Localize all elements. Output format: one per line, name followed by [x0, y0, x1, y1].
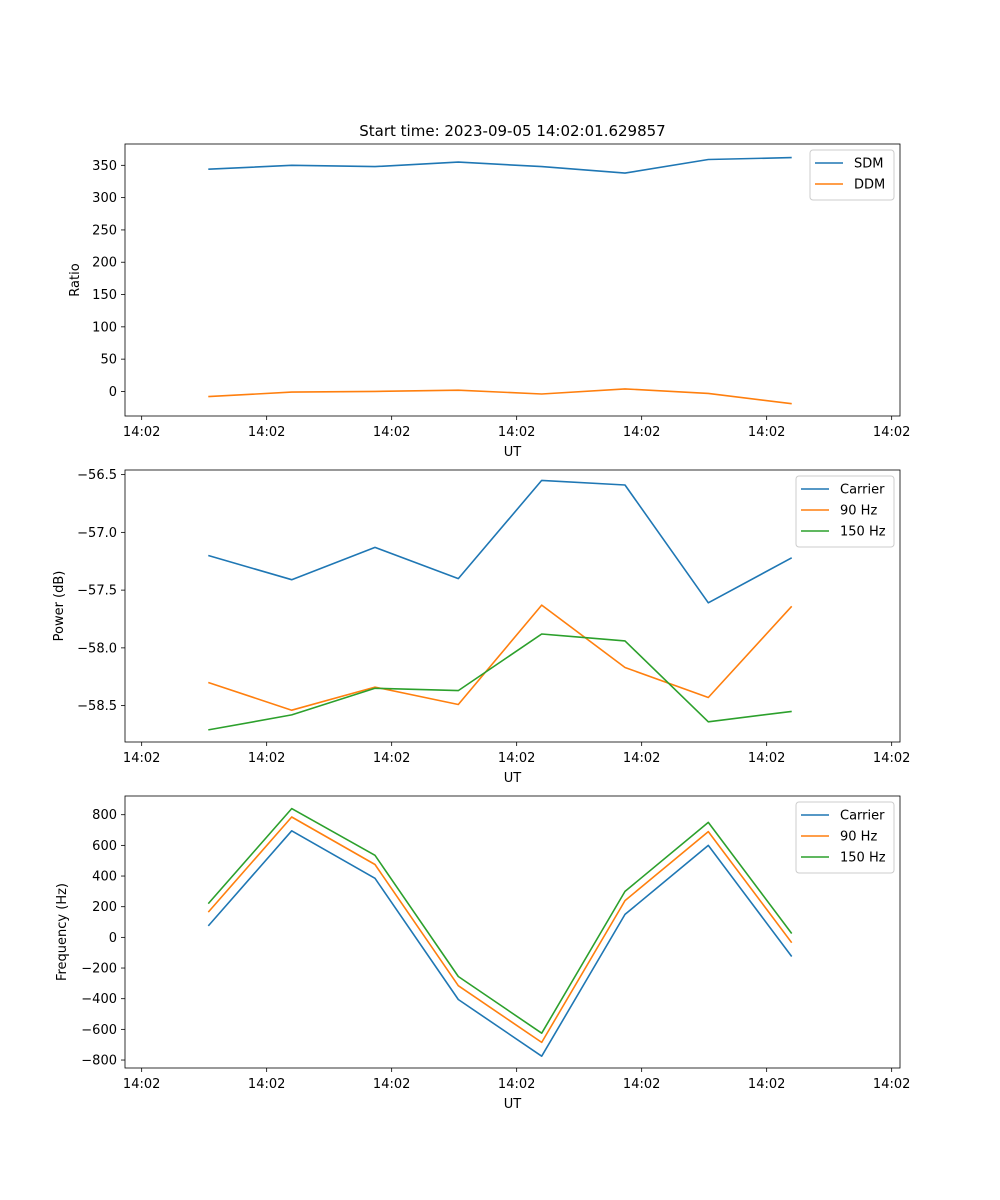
- x-tick-label: 14:02: [248, 1077, 285, 1092]
- legend-label-90-hz: 90 Hz: [840, 504, 877, 519]
- y-tick-label: −200: [81, 962, 117, 977]
- legend-frame: [795, 475, 895, 548]
- x-tick-label: 14:02: [873, 751, 910, 766]
- x-tick-label: 14:02: [373, 425, 410, 440]
- y-tick-label: 100: [92, 320, 117, 335]
- x-tick-label: 14:02: [498, 425, 535, 440]
- panel-power: 14:02 14:02 14:02 14:02 14:02 14:02 14:02 −58.5…: [52, 468, 910, 786]
- x-tick-label: 14:02: [748, 425, 785, 440]
- legend: Carrier 90 Hz 150 Hz: [795, 475, 895, 548]
- y-tick-label: 800: [92, 808, 117, 823]
- y-axis-label: Power (dB): [52, 571, 67, 642]
- x-tick-label: 14:02: [623, 751, 660, 766]
- panel-frequency: 14:02 14:02 14:02 14:02 14:02 14:02 14:02 −800 −…: [55, 795, 910, 1112]
- x-tick-label: 14:02: [248, 425, 285, 440]
- y-tick-label: −800: [81, 1054, 117, 1069]
- series-line-90-hz: [207, 816, 793, 1044]
- y-tick-label: 50: [100, 353, 117, 368]
- x-tick-label: 14:02: [123, 425, 160, 440]
- x-tick-label: 14:02: [123, 1077, 160, 1092]
- legend-label-150-hz: 150 Hz: [840, 525, 886, 540]
- y-tick-label: 0: [109, 931, 117, 946]
- plot-frame: [124, 143, 901, 417]
- plot-frame: [124, 469, 901, 743]
- legend-label-carrier: Carrier: [840, 809, 885, 824]
- figure-title: Start time: 2023-09-05 14:02:01.629857: [359, 122, 665, 140]
- x-tick-label: 14:02: [873, 425, 910, 440]
- legend: Carrier 90 Hz 150 Hz: [795, 801, 895, 874]
- legend-label-ddm: DDM: [854, 178, 885, 193]
- series-line-150-hz: [208, 633, 792, 731]
- x-tick-label: 14:02: [623, 1077, 660, 1092]
- legend: SDM DDM: [809, 149, 895, 201]
- x-tick-label: 14:02: [373, 1077, 410, 1092]
- y-tick-label: 350: [92, 159, 117, 174]
- x-tick-label: 14:02: [248, 751, 285, 766]
- series-line-sdm: [208, 156, 792, 174]
- plot-frame: [124, 795, 901, 1069]
- y-tick-label: −57.0: [77, 526, 117, 541]
- series-line-carrier: [207, 829, 793, 1057]
- y-tick-label: −400: [81, 992, 117, 1007]
- y-tick-label: −58.5: [77, 699, 117, 714]
- y-tick-label: 250: [92, 223, 117, 238]
- x-tick-label: 14:02: [498, 1077, 535, 1092]
- legend-label-sdm: SDM: [854, 157, 883, 172]
- y-tick-label: −58.0: [77, 641, 117, 656]
- y-tick-label: −600: [81, 1023, 117, 1038]
- series-line-90-hz: [208, 604, 793, 712]
- x-tick-label: 14:02: [748, 751, 785, 766]
- y-tick-label: 0: [109, 385, 117, 400]
- x-tick-label: 14:02: [123, 751, 160, 766]
- x-tick-label: 14:02: [373, 751, 410, 766]
- x-tick-label: 14:02: [498, 751, 535, 766]
- y-tick-label: 600: [92, 839, 117, 854]
- x-tick-label: 14:02: [748, 1077, 785, 1092]
- x-tick-label: 14:02: [873, 1077, 910, 1092]
- y-tick-label: 150: [92, 288, 117, 303]
- x-axis-label: UT: [504, 1097, 522, 1112]
- series-line-carrier: [208, 479, 793, 604]
- y-tick-label: 400: [92, 870, 117, 885]
- y-tick-label: 200: [92, 256, 117, 271]
- legend-frame: [795, 801, 895, 874]
- y-tick-label: −57.5: [77, 584, 117, 599]
- legend-label-carrier: Carrier: [840, 483, 885, 498]
- x-tick-label: 14:02: [623, 425, 660, 440]
- series-line-ddm: [208, 388, 792, 405]
- x-axis-label: UT: [504, 771, 522, 786]
- legend-label-150-hz: 150 Hz: [840, 851, 886, 866]
- y-axis-label: Ratio: [68, 263, 83, 296]
- y-tick-label: −56.5: [77, 468, 117, 483]
- series-line-150-hz: [207, 807, 793, 1034]
- y-tick-label: 200: [92, 900, 117, 915]
- y-axis-label: Frequency (Hz): [55, 883, 70, 981]
- panel-ratio: 14:02 14:02 14:02 14:02 14:02 14:02 14:02 0 50 10…: [68, 143, 910, 460]
- legend-label-90-hz: 90 Hz: [840, 830, 877, 845]
- x-axis-label: UT: [504, 445, 522, 460]
- y-tick-label: 300: [92, 191, 117, 206]
